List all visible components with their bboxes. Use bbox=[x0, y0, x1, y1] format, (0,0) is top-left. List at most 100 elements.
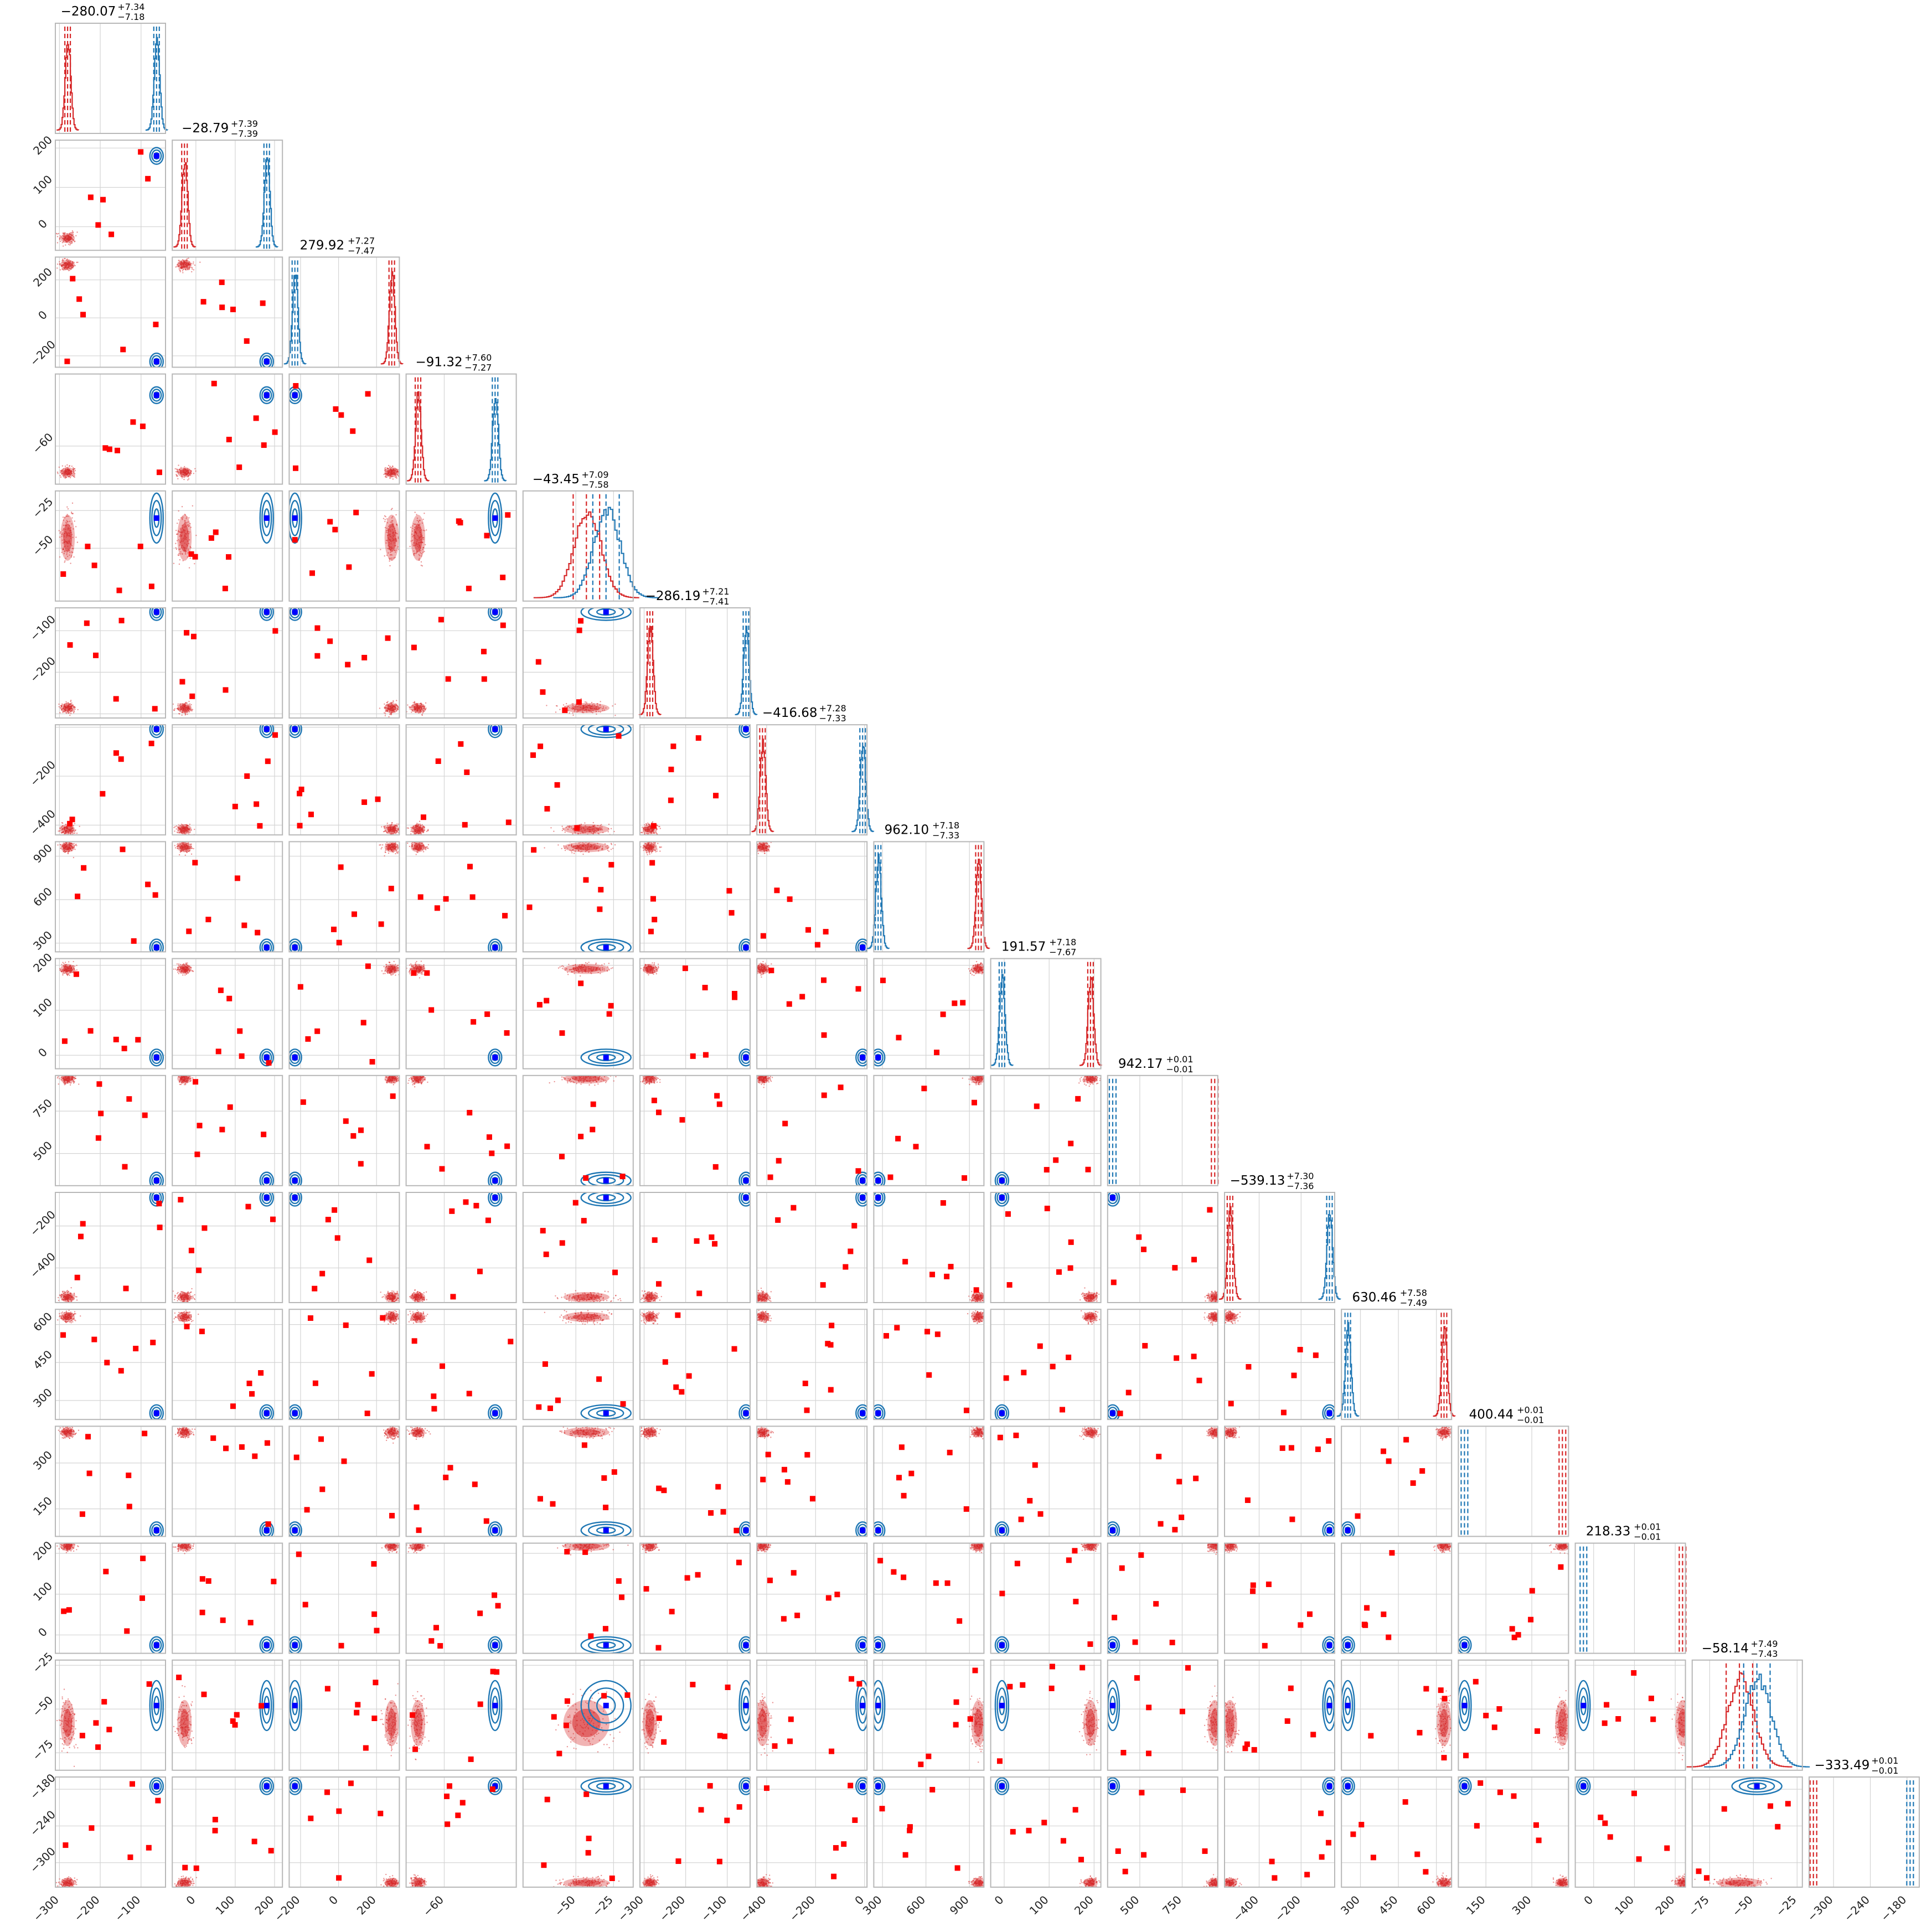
red-sample-point bbox=[392, 701, 394, 703]
red-sample-point bbox=[63, 269, 64, 271]
red-marker bbox=[650, 823, 657, 829]
red-sample-point bbox=[175, 529, 177, 531]
red-sample-point bbox=[61, 261, 63, 263]
red-sample-point bbox=[66, 464, 68, 466]
red-sample-point bbox=[388, 552, 389, 554]
red-sample-point bbox=[184, 520, 186, 522]
red-sample-point bbox=[189, 531, 190, 533]
red-sample-point bbox=[396, 523, 397, 525]
red-sample-point bbox=[659, 846, 661, 848]
panel-frame bbox=[288, 490, 400, 602]
panel-bg bbox=[757, 725, 867, 835]
red-sample-point bbox=[611, 844, 612, 845]
panel-3-3 bbox=[405, 373, 517, 485]
red-sample-point bbox=[571, 852, 573, 854]
red-marker bbox=[234, 875, 240, 881]
red-marker bbox=[118, 756, 124, 762]
panel-6-3 bbox=[405, 724, 517, 836]
red-sample-point bbox=[393, 468, 395, 470]
red-sample-point bbox=[573, 853, 575, 854]
red-sample-point bbox=[584, 701, 586, 703]
red-sample-point bbox=[73, 469, 75, 471]
red-marker bbox=[75, 893, 81, 900]
red-marker bbox=[153, 322, 159, 328]
red-marker bbox=[253, 415, 259, 421]
red-sample-point bbox=[73, 471, 74, 472]
red-marker bbox=[505, 819, 512, 825]
red-sample-point bbox=[389, 557, 390, 559]
blue-contour-0 bbox=[488, 492, 503, 544]
red-sample-point bbox=[183, 476, 185, 478]
red-sample-point bbox=[407, 827, 410, 829]
red-marker bbox=[244, 338, 250, 344]
red-sample-point bbox=[656, 850, 658, 852]
blue-marker bbox=[492, 515, 498, 521]
red-sample-point bbox=[68, 476, 69, 477]
red-sample-point bbox=[62, 822, 64, 824]
blue-marker bbox=[292, 726, 298, 732]
panel-bg bbox=[172, 140, 283, 251]
red-sample-point bbox=[59, 269, 61, 271]
red-marker bbox=[64, 358, 70, 364]
panel-2-2 bbox=[283, 256, 404, 368]
red-sample-point bbox=[184, 514, 185, 515]
red-sample-point bbox=[561, 848, 562, 850]
red-sample-point bbox=[614, 844, 616, 846]
red-sample-point bbox=[72, 536, 74, 539]
panel-6-2 bbox=[288, 724, 400, 836]
red-contour-fill-inner bbox=[63, 844, 73, 850]
red-sample-point bbox=[385, 530, 388, 531]
red-sample-point bbox=[177, 475, 178, 477]
blue-marker bbox=[292, 392, 298, 398]
red-marker bbox=[484, 533, 490, 539]
red-sample-point bbox=[384, 855, 385, 857]
panel-bg bbox=[55, 490, 166, 601]
red-sample-point bbox=[422, 547, 424, 549]
red-marker bbox=[445, 676, 451, 682]
red-marker bbox=[219, 304, 225, 311]
red-sample-point bbox=[641, 832, 643, 834]
panel-6-4 bbox=[522, 724, 634, 836]
red-marker bbox=[713, 793, 719, 799]
red-sample-point bbox=[381, 846, 383, 849]
red-sample-point bbox=[385, 516, 386, 518]
panel-content bbox=[406, 492, 511, 592]
red-marker bbox=[200, 299, 206, 305]
red-sample-point bbox=[179, 261, 180, 263]
red-sample-point bbox=[63, 552, 65, 555]
panel-bg bbox=[874, 841, 984, 952]
red-sample-point bbox=[65, 244, 66, 246]
panel-bg bbox=[55, 841, 166, 952]
red-marker bbox=[241, 922, 247, 928]
red-sample-point bbox=[407, 704, 409, 706]
red-marker bbox=[650, 896, 656, 902]
red-marker bbox=[60, 571, 66, 577]
red-sample-point bbox=[383, 825, 385, 828]
red-sample-point bbox=[562, 828, 564, 829]
red-sample-point bbox=[384, 526, 386, 529]
red-sample-point bbox=[555, 711, 557, 713]
red-sample-point bbox=[413, 523, 415, 525]
histogram-red-4 bbox=[533, 511, 639, 598]
red-sample-point bbox=[170, 971, 171, 972]
panel-6-5 bbox=[639, 724, 751, 836]
histogram-red-1 bbox=[173, 162, 197, 248]
red-sample-point bbox=[179, 528, 182, 529]
red-sample-point bbox=[61, 533, 63, 534]
panel-7-6 bbox=[756, 841, 868, 953]
panel-bg bbox=[289, 257, 400, 368]
red-sample-point bbox=[63, 519, 65, 521]
red-sample-point bbox=[181, 553, 183, 555]
red-sample-point bbox=[390, 509, 392, 510]
red-marker bbox=[505, 512, 511, 518]
red-sample-point bbox=[194, 563, 195, 565]
red-sample-point bbox=[194, 264, 196, 266]
y-tick-label-4-1: −25 bbox=[30, 495, 56, 521]
red-sample-point bbox=[407, 842, 409, 844]
red-sample-point bbox=[553, 830, 555, 832]
red-sample-point bbox=[384, 703, 385, 705]
red-sample-point bbox=[61, 266, 63, 267]
red-sample-point bbox=[188, 266, 190, 268]
red-sample-point bbox=[56, 242, 59, 244]
red-sample-point bbox=[416, 517, 419, 519]
